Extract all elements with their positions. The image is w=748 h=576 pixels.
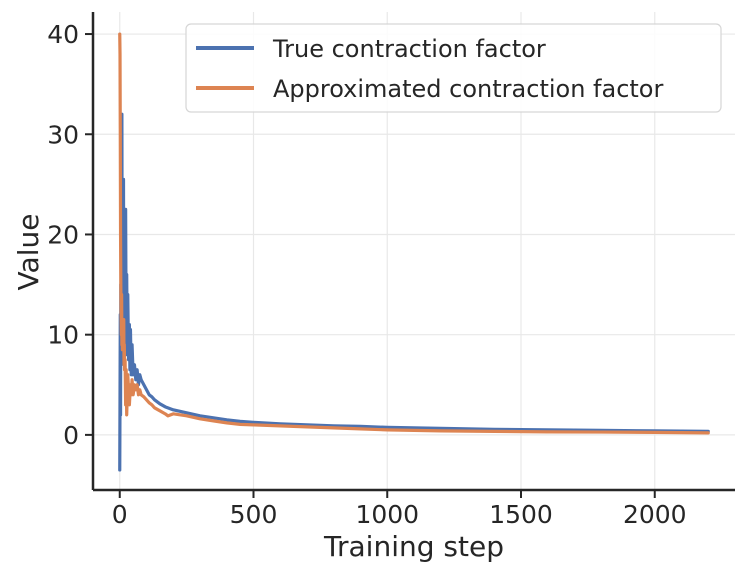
legend-label: Approximated contraction factor (273, 75, 663, 103)
series-line-0 (118, 112, 710, 472)
x-tick-label: 0 (112, 500, 128, 529)
legend-label: True contraction factor (272, 35, 546, 63)
y-axis-label: Value (12, 214, 45, 291)
y-tick-label: 30 (47, 120, 79, 149)
y-tick-label: 40 (47, 20, 79, 49)
series-lines (118, 32, 710, 472)
legend-box (185, 23, 722, 113)
x-tick-label: 500 (230, 500, 278, 529)
x-axis-label: Training step (323, 530, 504, 563)
x-tick-label: 1500 (489, 500, 553, 529)
ticks: 0 500 1000 1500 2000 0 10 20 30 40 (47, 20, 686, 529)
y-tick-label: 10 (47, 321, 79, 350)
x-tick-label: 1000 (355, 500, 419, 529)
y-tick-label: 20 (47, 220, 79, 249)
axes (91, 12, 735, 492)
series-line-1 (118, 32, 710, 435)
y-tick-label: 0 (63, 421, 79, 450)
x-tick-label: 2000 (623, 500, 687, 529)
legend: True contraction factor Approximated cont… (185, 23, 722, 113)
